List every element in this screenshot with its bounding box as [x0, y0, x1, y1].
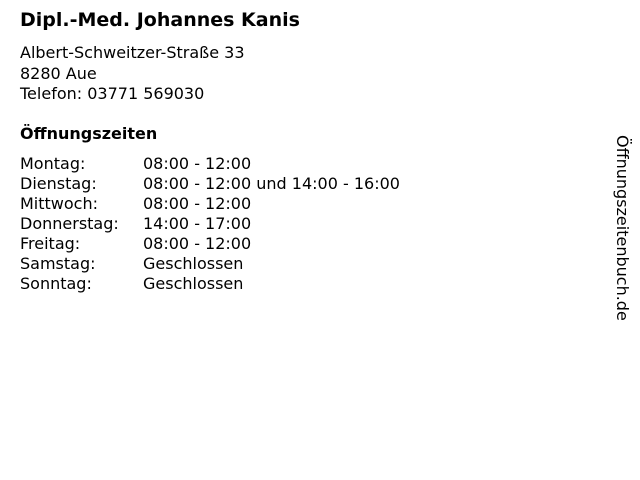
phone: Telefon: 03771 569030 [20, 84, 205, 103]
day: Dienstag: [20, 174, 97, 193]
time: 08:00 - 12:00 [143, 194, 252, 213]
day: Freitag: [20, 234, 81, 253]
hours-row: Samstag: Geschlossen [20, 254, 400, 274]
time: Geschlossen [143, 274, 244, 293]
hours-row: Sonntag: Geschlossen [20, 274, 400, 294]
time: 08:00 - 12:00 [143, 154, 252, 173]
city: 8280 Aue [20, 63, 97, 83]
hours-row: Montag: 08:00 - 12:00 [20, 154, 400, 174]
time: 08:00 - 12:00 und 14:00 - 16:00 [143, 174, 400, 193]
hours-row: Mittwoch: 08:00 - 12:00 [20, 194, 400, 214]
time: Geschlossen [143, 254, 244, 273]
time: 08:00 - 12:00 [143, 234, 252, 253]
day: Samstag: [20, 254, 96, 273]
day: Mittwoch: [20, 194, 98, 213]
hours-row: Freitag: 08:00 - 12:00 [20, 234, 400, 254]
day: Sonntag: [20, 274, 92, 293]
day: Montag: [20, 154, 86, 173]
hours-heading: Öffnungszeiten [20, 124, 158, 143]
hours-row: Dienstag: 08:00 - 12:00 und 14:00 - 16:00 [20, 174, 400, 194]
watermark: Öffnungszeitenbuch.de [613, 135, 632, 321]
day: Donnerstag: [20, 214, 119, 233]
page-title: Dipl.-Med. Johannes Kanis [20, 9, 300, 31]
time: 14:00 - 17:00 [143, 214, 252, 233]
street: Albert-Schweitzer-Straße 33 [20, 43, 245, 62]
hours-table: Montag: 08:00 - 12:00 Dienstag: 08:00 - 12… [20, 154, 400, 294]
address-block: Albert-Schweitzer-Straße 33 8280 Aue Tel… [20, 43, 245, 105]
hours-row: Donnerstag: 14:00 - 17:00 [20, 214, 400, 234]
